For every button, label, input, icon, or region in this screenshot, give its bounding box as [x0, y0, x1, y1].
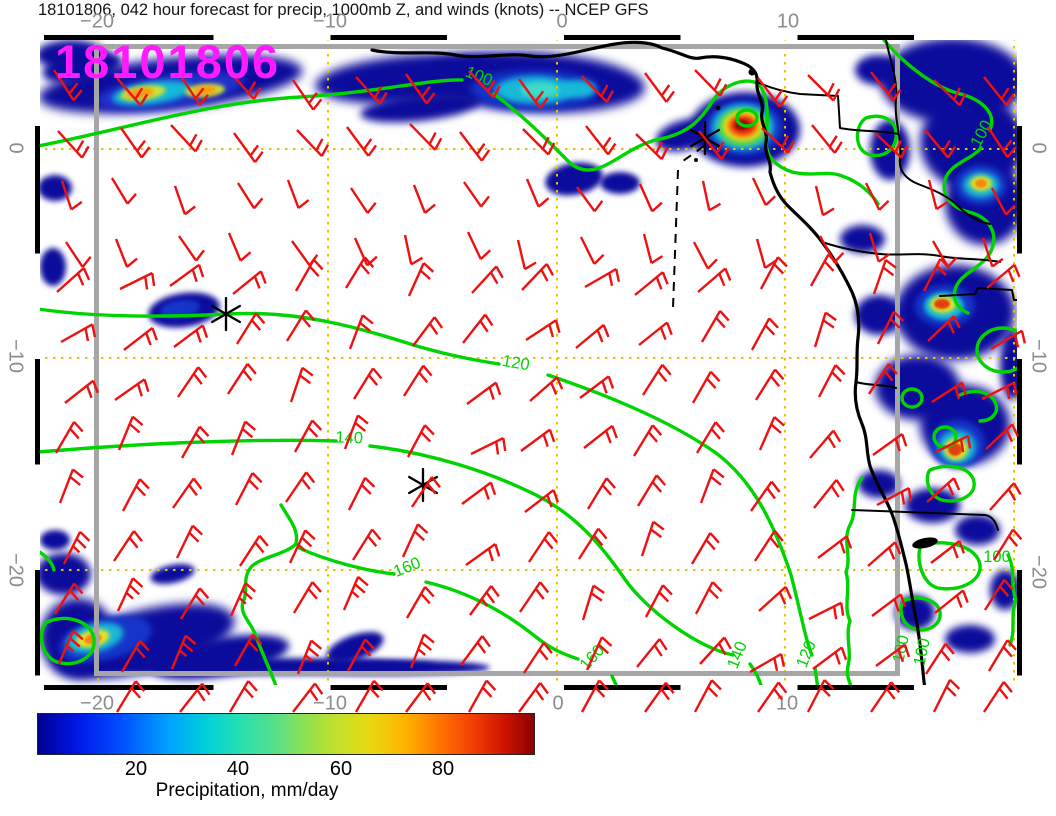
axis-tick-top: −20	[80, 10, 114, 33]
colorbar-tick-40: 40	[226, 758, 250, 780]
axis-tick-right: −10	[1027, 339, 1050, 373]
page-title: 18101806, 042 hour forecast for precip, …	[38, 1, 649, 19]
colorbar-tick-60: 60	[329, 758, 353, 780]
island	[715, 105, 721, 111]
axis-tick-left: −20	[4, 553, 27, 587]
axis-tick-right: 0	[1027, 142, 1050, 154]
gridline-parallel	[37, 357, 1018, 359]
height-contour-100	[735, 108, 759, 128]
colorbar-caption: Precipitation, mm/day	[155, 780, 339, 801]
height-contour-100	[958, 389, 1018, 647]
country-border	[821, 241, 1001, 263]
colorbar-tick-80: 80	[431, 758, 455, 780]
frame-border-left	[35, 35, 40, 690]
timestamp-label: 18101806	[55, 35, 281, 88]
axis-tick-bottom: 10	[775, 692, 799, 715]
gridline-meridian	[556, 38, 558, 685]
frame-border-bottom	[35, 685, 1022, 690]
axis-tick-right: −20	[1027, 555, 1050, 589]
contour-label-120: 120	[501, 352, 531, 375]
precip-blob	[934, 299, 950, 309]
country-border	[851, 509, 999, 531]
axis-tick-left: −10	[4, 339, 27, 373]
island	[694, 158, 698, 162]
axis-tick-top: 10	[776, 10, 800, 33]
precip-blob	[600, 172, 640, 194]
height-contour-100	[975, 326, 1022, 374]
height-contour-100	[844, 476, 864, 690]
island	[748, 68, 756, 76]
axis-tick-top: −10	[313, 10, 347, 33]
precip-blob	[975, 179, 987, 188]
axis-tick-left: 0	[4, 142, 27, 154]
map-frame	[35, 35, 1022, 690]
frame-border-top	[35, 35, 1022, 40]
axis-tick-bottom: −20	[80, 692, 114, 715]
colorbar-gradient	[37, 713, 535, 755]
domain-boundary-box	[94, 44, 900, 676]
gridline-meridian	[784, 38, 786, 685]
axis-tick-top: 0	[556, 10, 568, 33]
gridline-parallel	[37, 569, 1018, 571]
axis-tick-bottom: 0	[552, 692, 564, 715]
gridline-meridian	[1013, 38, 1015, 685]
station-marker	[210, 296, 242, 332]
precip-blob	[40, 530, 70, 550]
colorbar-tick-20: 20	[124, 758, 148, 780]
frame-border-right	[1017, 35, 1022, 690]
country-border	[939, 287, 1022, 301]
gridline-meridian	[327, 38, 329, 685]
